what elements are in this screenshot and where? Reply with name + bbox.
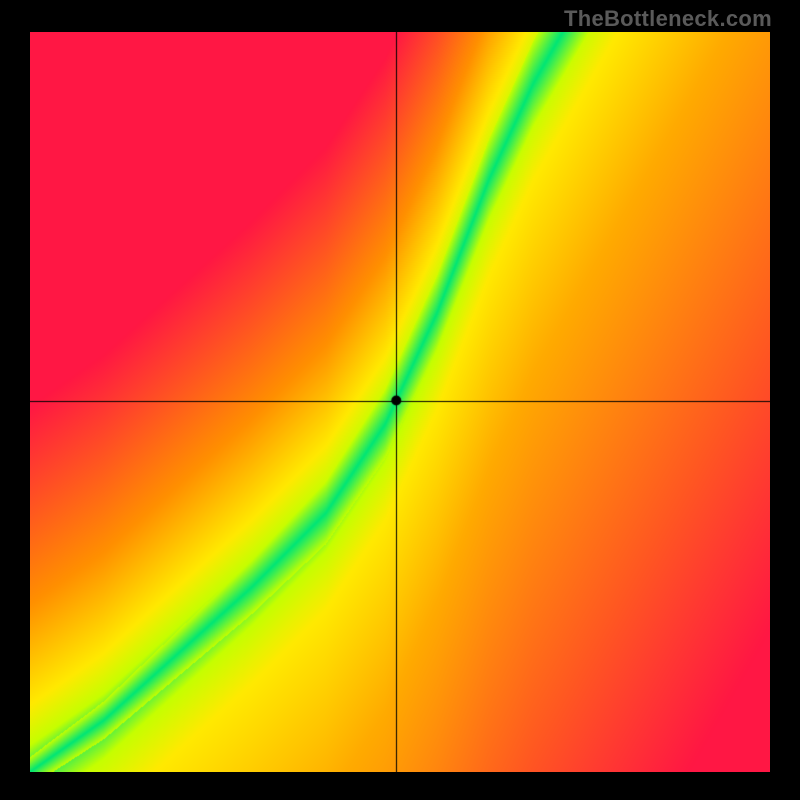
heatmap-canvas (30, 32, 770, 772)
stage: TheBottleneck.com (0, 0, 800, 800)
watermark-text: TheBottleneck.com (564, 6, 772, 32)
bottleneck-heatmap (30, 32, 770, 772)
